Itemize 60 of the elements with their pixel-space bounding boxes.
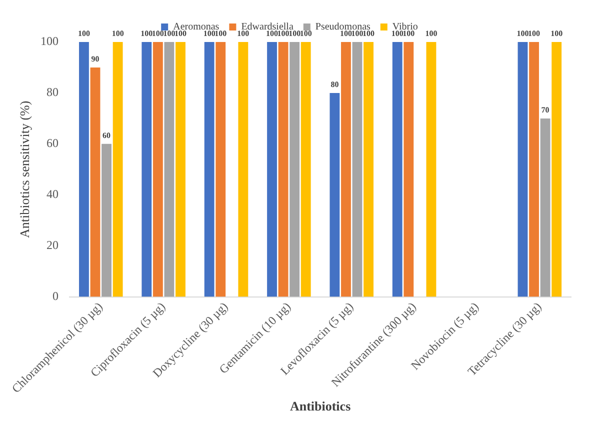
data-label: 100: [140, 29, 153, 38]
bar: [164, 42, 174, 297]
bar: [79, 42, 89, 297]
data-label: 100: [277, 29, 290, 38]
bar: [426, 42, 436, 297]
data-label: 100: [340, 29, 352, 38]
data-label: 60: [102, 130, 111, 140]
bar: [238, 42, 248, 297]
bar: [364, 42, 374, 297]
data-label: 100: [300, 29, 312, 38]
y-tick-label: 40: [46, 187, 59, 202]
bar: [330, 92, 340, 297]
y-tick-label: 80: [46, 85, 59, 100]
bar: [404, 42, 414, 297]
bar: [392, 42, 402, 297]
data-label: 90: [91, 54, 100, 64]
y-tick-label: 100: [40, 34, 59, 48]
data-label: 100: [391, 29, 404, 38]
bar: [216, 42, 226, 297]
bar: [152, 42, 163, 297]
y-tick-label: 0: [52, 288, 59, 303]
data-label: 100: [550, 29, 563, 38]
bar: [290, 42, 300, 297]
bar: [300, 42, 311, 297]
bar: [90, 67, 100, 297]
data-label: 100: [351, 29, 364, 38]
data-label: 100: [78, 29, 90, 38]
data-label: 100: [362, 29, 375, 38]
bar: [112, 42, 123, 297]
data-label: 100: [288, 29, 301, 38]
x-axis-title: Antibiotics: [290, 398, 351, 414]
data-label: 100: [528, 29, 540, 38]
data-label: 100: [516, 29, 529, 38]
data-label: 100: [237, 29, 250, 38]
bar: [267, 42, 277, 297]
data-label: 100: [402, 29, 415, 38]
y-tick-label: 60: [46, 136, 59, 150]
bar: [529, 42, 539, 297]
bar: [341, 42, 351, 297]
data-label: 70: [541, 106, 550, 114]
data-label: 100: [203, 29, 216, 38]
y-axis-title: Antibiotics sensitivity (%): [17, 100, 32, 238]
bar: [204, 42, 214, 297]
data-label: 100: [112, 29, 124, 38]
data-label: 100: [163, 29, 176, 38]
bar: [518, 42, 528, 297]
data-label: 100: [174, 29, 186, 38]
bar: [540, 118, 550, 297]
bar: [102, 144, 112, 297]
data-label: 100: [266, 29, 278, 38]
y-tick-label: 20: [46, 238, 59, 252]
data-label: 100: [214, 29, 227, 38]
bar: [176, 42, 186, 297]
bar: [278, 42, 288, 297]
bar: [352, 42, 362, 297]
bar: [552, 42, 562, 297]
data-label: 80: [330, 80, 339, 90]
bar: [142, 42, 152, 297]
data-label: 100: [152, 29, 164, 38]
data-label: 100: [425, 29, 438, 38]
